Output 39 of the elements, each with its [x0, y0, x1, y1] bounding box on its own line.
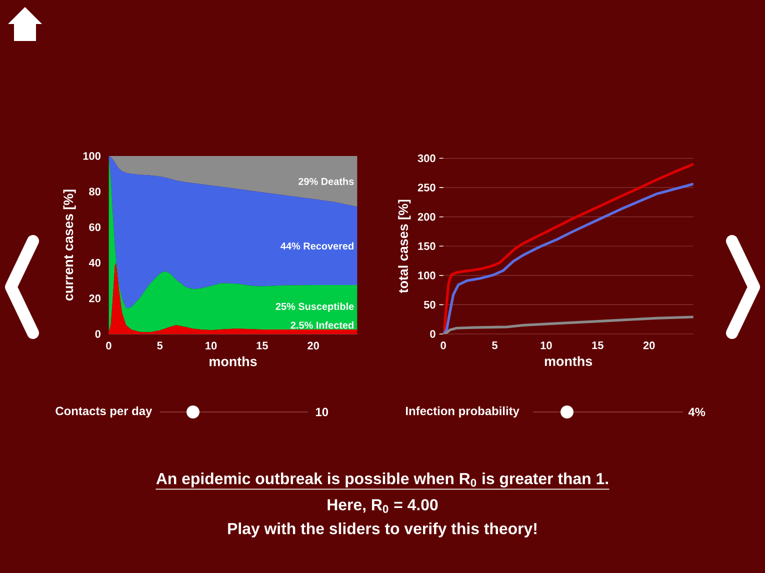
line-series: [443, 316, 694, 334]
x-tick-label: 0: [106, 342, 112, 350]
text: 10: [316, 408, 328, 416]
text: 4%: [688, 408, 706, 416]
y-tick-label: 150: [418, 242, 436, 250]
series-label: 2.5% Infected: [290, 321, 354, 329]
x-tick-label: 10: [206, 342, 217, 350]
y-axis-title: total cases [%]: [398, 200, 411, 294]
y-axis-title: current cases [%]: [63, 190, 76, 301]
x-axis-title: months: [544, 356, 592, 366]
x-tick-label: 20: [308, 342, 319, 350]
y-tick-label: 300: [418, 154, 436, 162]
y-tick-label: 20: [89, 294, 100, 302]
x-tick-label: 15: [256, 342, 268, 350]
y-tick-label: 0: [430, 330, 436, 338]
y-tick-label: 50: [424, 300, 436, 309]
x-tick-label: 15: [592, 342, 604, 350]
y-tick-label: 40: [88, 258, 100, 267]
text: An epidemic outbreak is possible when R$_{0}$ is greater than 1.: [156, 472, 608, 488]
x-tick-label: 20: [643, 342, 655, 350]
series-label: 29% Deaths: [298, 178, 354, 186]
series-label: 25% Susceptible: [276, 302, 354, 312]
y-tick-label: 100: [418, 272, 436, 280]
text: Here, R$_{0}$ = 4.00: [328, 499, 438, 513]
x-tick-label: 5: [492, 342, 498, 350]
text: Play with the sliders to verify this theory!: [228, 522, 536, 538]
x-axis-title: months: [210, 356, 257, 366]
y-tick-label: 0: [95, 330, 100, 338]
y-tick-label: 60: [89, 223, 100, 232]
y-tick-label: 250: [418, 184, 436, 192]
y-tick-label: 80: [89, 188, 100, 196]
text: Contacts per day: [56, 406, 152, 418]
y-tick-label: 100: [83, 152, 100, 160]
x-tick-label: 5: [157, 342, 163, 350]
text: Infection probability: [406, 406, 520, 418]
x-tick-label: 10: [540, 342, 552, 350]
y-tick-label: 200: [418, 212, 436, 221]
x-tick-label: 0: [440, 342, 446, 350]
series-label: 44% Recovered: [280, 242, 354, 250]
